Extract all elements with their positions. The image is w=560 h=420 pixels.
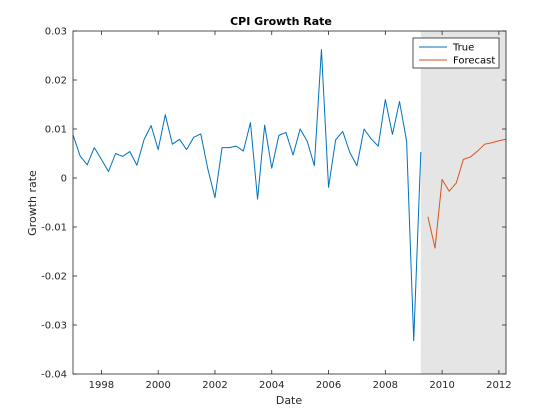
series-line-forecast xyxy=(427,138,507,249)
legend-label-true: True xyxy=(452,43,474,54)
y-tick-label: -0.03 xyxy=(41,321,67,332)
y-tick-label: 0 xyxy=(61,174,67,185)
y-tick-label: -0.01 xyxy=(41,223,67,234)
y-axis-label: Growth rate xyxy=(26,170,39,236)
x-tick-label: 2010 xyxy=(429,380,454,391)
y-tick-label: -0.04 xyxy=(41,370,67,381)
x-axis-label: Date xyxy=(276,394,303,407)
axes-box xyxy=(72,30,507,375)
y-tick-label: -0.02 xyxy=(41,272,67,283)
legend: True Forecast xyxy=(412,37,500,69)
x-tick-label: 2002 xyxy=(202,380,227,391)
x-tick-label: 2006 xyxy=(316,380,341,391)
x-tick-label: 2000 xyxy=(145,380,170,391)
legend-label-forecast: Forecast xyxy=(453,56,495,67)
x-tick-label: 1998 xyxy=(89,380,114,391)
series-line-true xyxy=(72,49,422,342)
x-tick-label: 2008 xyxy=(373,380,398,391)
y-tick-label: 0.03 xyxy=(45,27,67,38)
y-tick-label: 0.01 xyxy=(45,125,67,136)
x-tick-label: 2004 xyxy=(259,380,284,391)
chart-title: CPI Growth Rate xyxy=(230,15,332,28)
x-tick-label: 2012 xyxy=(486,380,511,391)
forecast-shaded-region xyxy=(420,31,506,374)
legend-box xyxy=(412,37,500,69)
y-tick-label: 0.02 xyxy=(45,76,67,87)
